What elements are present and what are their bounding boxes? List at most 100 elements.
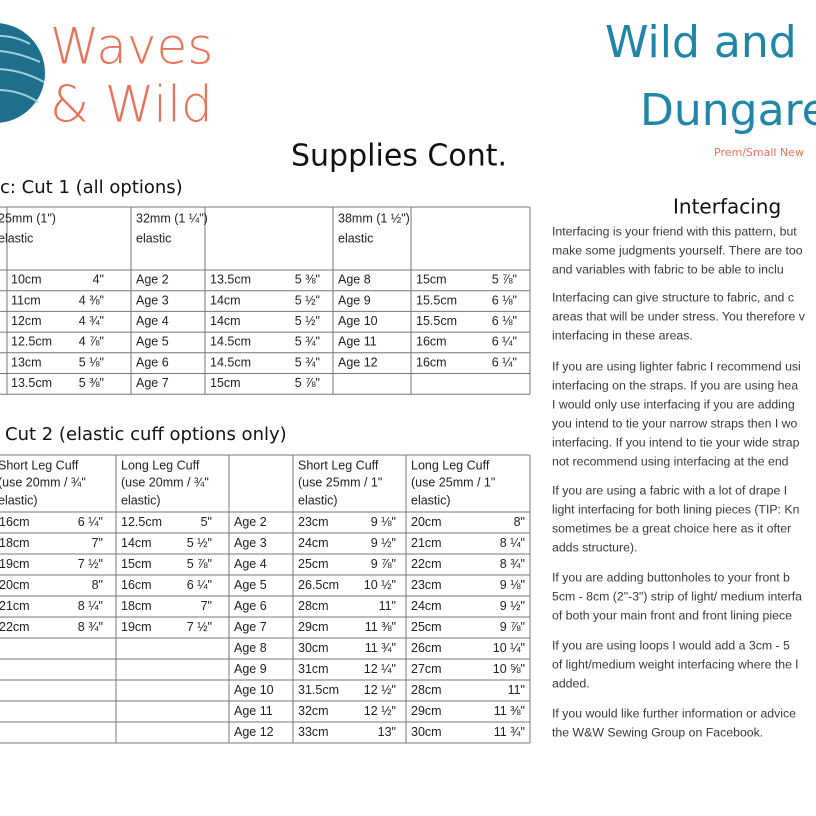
column-header: (use 25mm / 1" (298, 475, 382, 489)
paragraph-line: the W&W Sewing Group on Facebook. (552, 725, 763, 739)
table-cell: 30cm (298, 641, 329, 655)
table-cell: Age 8 (338, 273, 371, 287)
paragraph-line: make some judgments yourself. There are … (552, 243, 803, 257)
table-cell: 15cm (121, 557, 152, 571)
table-cell: Age 9 (338, 293, 371, 307)
table-caption: c: Cut 1 (all options) (0, 177, 183, 198)
table-cell: Age 4 (234, 557, 267, 571)
table-cell: 24cm (411, 599, 442, 613)
table-cell: 7" (92, 536, 103, 550)
column-header: elastic) (0, 493, 38, 507)
table-caption: Cut 2 (elastic cuff options only) (5, 424, 287, 445)
table-cell: 5 ⅜" (79, 376, 104, 390)
brand-name: Waves (50, 18, 213, 76)
table-cell: 15.5cm (416, 314, 457, 328)
table-cell: 5 ⅞" (492, 273, 517, 287)
table-cell: 5 ¾" (295, 335, 320, 349)
table-cell: Age 3 (136, 293, 169, 307)
table-cell: 13" (378, 725, 396, 739)
paragraph-line: I would only use interfacing if you are … (552, 397, 795, 411)
table-cell: 8 ¾" (78, 620, 103, 634)
table-cell: 20cm (0, 578, 30, 592)
table-cell: 7 ½" (78, 557, 103, 571)
brand-name: & Wild (50, 76, 213, 134)
table-cell: 10 ¼" (493, 641, 525, 655)
table-cell: 4 ⅜" (79, 293, 104, 307)
table-cell: 12cm (11, 314, 42, 328)
table-cell: 27cm (411, 662, 442, 676)
table-cell: 11cm (11, 293, 41, 307)
table-cell: 13cm (11, 355, 42, 369)
table-cell: 7" (201, 599, 212, 613)
column-header: (use 20mm / ¾" (121, 475, 209, 489)
table-cell: 10cm (11, 273, 42, 287)
table-cell: 19cm (0, 557, 30, 571)
paragraph-line: adds structure). (552, 540, 637, 554)
table-cell: 11 ¾" (494, 725, 525, 739)
paragraph-line: and variables with fabric to be able to … (552, 262, 784, 276)
column-header: elastic) (121, 493, 161, 507)
paragraph-line: If you are using loops I would add a 3cm… (552, 638, 790, 652)
table-cell: 11 ⅜" (365, 620, 396, 634)
table-cell: 9 ½" (500, 599, 525, 613)
table-cell: 11" (379, 599, 396, 613)
table-cell: Age 7 (234, 620, 267, 634)
table-cell: Age 4 (136, 314, 169, 328)
table-cell: 9 ½" (371, 536, 396, 550)
table-cell: 22cm (411, 557, 442, 571)
table-cell: 12.5cm (121, 515, 162, 529)
paragraph-line: sometimes be a great choice here as it o… (552, 521, 791, 535)
table-cell: 9 ⅛" (500, 578, 525, 592)
table-cell: Age 7 (136, 376, 169, 390)
table-cell: 32cm (298, 704, 329, 718)
column-header: (use 25mm / 1" (411, 475, 495, 489)
table-cell: 16cm (416, 335, 447, 349)
table-cell: 31.5cm (298, 683, 339, 697)
table-cell: Age 5 (234, 578, 267, 592)
page-title: Supplies Cont. (291, 139, 507, 174)
column-header: Long Leg Cuff (411, 458, 490, 472)
paragraph-line: If you are using a fabric with a lot of … (552, 483, 787, 497)
column-header: 38mm (1 ½") (338, 211, 410, 225)
table-cell: Age 5 (136, 335, 169, 349)
table-cell: 8 ¼" (78, 599, 103, 613)
table-cell: 4" (93, 273, 104, 287)
paragraph-line: 5cm - 8cm (2"-3") strip of light/ medium… (552, 589, 802, 603)
table-cell: 6 ¼" (492, 355, 517, 369)
pattern-title: Dungare (640, 85, 816, 136)
table-cell: Age 3 (234, 536, 267, 550)
table-cell: 8 ¾" (500, 557, 525, 571)
paragraph-line: added. (552, 676, 590, 690)
paragraph-line: not recommend using interfacing at the e… (552, 454, 789, 468)
table-cell: Age 11 (338, 335, 377, 349)
table-cell: 6 ¼" (187, 578, 212, 592)
paragraph-line: If you would like further information or… (552, 706, 796, 720)
table-cell: 14.5cm (210, 335, 251, 349)
table-cell: Age 12 (338, 355, 378, 369)
table-cell: 13.5cm (11, 376, 52, 390)
column-header: elastic (338, 231, 373, 245)
table-cell: 25cm (411, 620, 442, 634)
table-cell: 20cm (411, 515, 442, 529)
table-cell: 7 ½" (187, 620, 212, 634)
table-cell: 31cm (298, 662, 329, 676)
section-heading: Interfacing (673, 195, 781, 219)
table-cell: 29cm (411, 704, 442, 718)
table-cell: 5 ⅛" (79, 355, 104, 369)
column-header: Short Leg Cuff (298, 458, 379, 472)
table-cell: Age 10 (234, 683, 274, 697)
table-cell: 8" (514, 515, 525, 529)
column-header: Long Leg Cuff (121, 458, 200, 472)
table-cell: 15cm (210, 376, 241, 390)
table-cell: 12.5cm (11, 335, 52, 349)
paragraph-line: If you are adding buttonholes to your fr… (552, 570, 790, 584)
table-cell: 18cm (121, 599, 152, 613)
table-cell: 15.5cm (416, 293, 457, 307)
table-cell: 14cm (121, 536, 152, 550)
table-cell: 9 ⅞" (371, 557, 396, 571)
table-cell: Age 9 (234, 662, 267, 676)
table-cell: 21cm (411, 536, 442, 550)
table-cell: 5 ⅞" (187, 557, 212, 571)
table-cell: 4 ¾" (79, 314, 104, 328)
table-cell: 11" (508, 683, 525, 697)
